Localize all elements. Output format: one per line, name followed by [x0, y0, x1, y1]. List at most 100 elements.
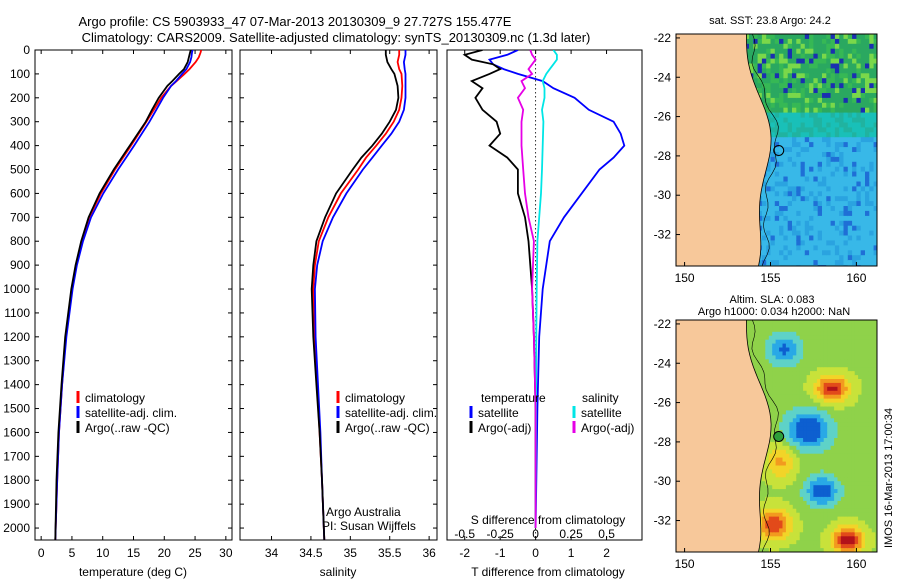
salinity-tick-label: 34	[265, 546, 279, 560]
map-cell	[860, 142, 866, 148]
map-cell	[758, 359, 763, 364]
map-cell	[843, 225, 849, 232]
map-cell	[800, 38, 806, 45]
map-cell	[810, 453, 814, 459]
map-cell	[847, 201, 853, 207]
map-cell	[865, 142, 870, 148]
map-cell	[785, 449, 790, 455]
map-cell	[809, 206, 814, 212]
map-cell	[772, 500, 777, 506]
map-cell	[770, 78, 776, 84]
map-cell	[792, 206, 797, 212]
map-cell	[789, 441, 794, 447]
map-cell	[785, 481, 790, 486]
map-cell	[817, 152, 823, 158]
map-cell	[774, 152, 780, 158]
map-cell	[830, 260, 836, 266]
map-cell	[809, 83, 814, 89]
temperature-tick-label: 5	[69, 546, 76, 560]
map-cell	[765, 540, 770, 545]
map-cell	[782, 520, 787, 525]
map-cell	[817, 97, 823, 104]
map-cell	[865, 68, 870, 74]
map-cell	[822, 161, 827, 168]
map-cell	[775, 386, 780, 392]
map-cell	[834, 245, 840, 251]
map-cell	[860, 107, 866, 114]
temperature-tick-label: 25	[188, 546, 202, 560]
map-cell	[761, 528, 766, 533]
map-cell	[782, 394, 787, 400]
map-cell	[813, 132, 819, 138]
map-cell	[803, 496, 808, 502]
map-cell	[865, 58, 870, 65]
map-cell	[806, 371, 811, 376]
map-cell	[800, 161, 806, 168]
legend-label: Argo(-adj)	[478, 421, 531, 435]
map-cell	[809, 147, 814, 153]
map-cell	[860, 68, 866, 74]
map-cell	[806, 339, 811, 345]
map-cell	[873, 225, 877, 232]
map-cell	[817, 171, 823, 178]
map-cell	[770, 215, 776, 222]
map-cell	[796, 382, 801, 388]
map-cell	[775, 441, 780, 447]
map-cell	[789, 461, 794, 467]
map-cell	[766, 83, 772, 89]
sst-argo-marker	[773, 145, 785, 156]
map-cell	[852, 127, 857, 133]
map-cell	[765, 327, 770, 333]
map-cell	[809, 93, 814, 99]
map-cell	[774, 142, 780, 148]
map-cell	[744, 34, 750, 40]
map-cell	[782, 461, 787, 467]
map-cell	[856, 83, 862, 89]
map-cell	[826, 196, 832, 202]
map-cell	[761, 493, 766, 498]
map-cell	[843, 191, 849, 197]
map-cell	[817, 58, 823, 65]
map-cell	[796, 201, 802, 207]
map-cell	[783, 201, 789, 207]
map-cell	[783, 132, 789, 138]
map-cell	[856, 181, 862, 187]
map-cell	[803, 434, 808, 439]
map-cell	[830, 97, 836, 104]
map-cell	[856, 225, 862, 232]
map-cell	[792, 117, 797, 124]
map-cell	[755, 363, 759, 368]
temperature-axes-frame	[34, 49, 233, 541]
map-cell	[813, 355, 818, 360]
map-cell	[772, 359, 777, 364]
map-cell	[856, 260, 862, 266]
map-cell	[800, 122, 806, 128]
map-cell	[792, 394, 797, 400]
map-cell	[830, 117, 836, 124]
map-cell	[796, 132, 802, 138]
map-cell	[834, 260, 840, 266]
map-cell	[826, 122, 832, 128]
map-cell	[796, 355, 801, 360]
map-cell	[856, 255, 862, 261]
map-cell	[799, 469, 804, 474]
map-cell	[783, 78, 789, 84]
map-cell	[761, 481, 766, 486]
map-cell	[839, 245, 845, 251]
map-cell	[772, 418, 777, 423]
map-cell	[865, 171, 870, 178]
map-cell	[761, 375, 766, 380]
map-cell	[774, 176, 780, 182]
map-cell	[761, 255, 767, 261]
map-cell	[810, 359, 814, 364]
map-cell	[787, 93, 793, 99]
map-cell	[782, 359, 787, 364]
map-cell	[804, 250, 810, 256]
map-cell	[761, 339, 766, 345]
map-cell	[810, 508, 814, 514]
map-cell	[806, 449, 811, 455]
map-cell	[766, 210, 772, 217]
map-cell	[813, 473, 818, 478]
map-cell	[813, 186, 819, 192]
map-cell	[834, 142, 840, 148]
